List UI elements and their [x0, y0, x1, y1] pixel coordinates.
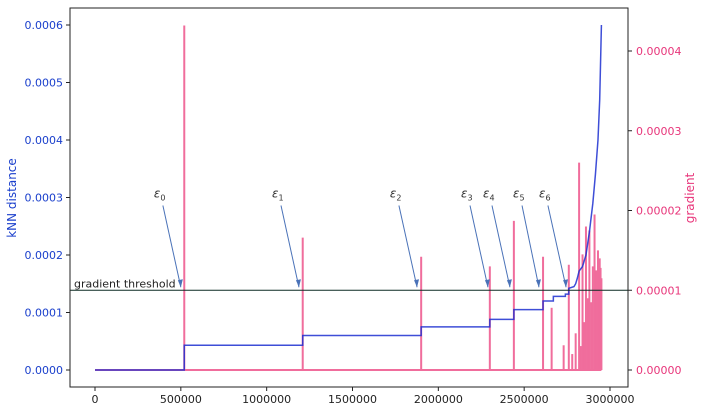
- annotation-arrowhead-6: [563, 279, 569, 288]
- x-tick-label: 2000000: [414, 393, 463, 406]
- annotation-arrowhead-2: [414, 279, 420, 288]
- y-left-tick-label: 0.0005: [25, 77, 64, 90]
- y-left-axis-label: kNN distance: [5, 158, 19, 238]
- y-right-tick-label: 0.00001: [636, 284, 682, 297]
- annotation-arrow-4: [491, 205, 511, 288]
- annotation-arrow-0: [162, 205, 182, 288]
- annotation-arrow-1: [280, 205, 300, 288]
- x-tick-label: 3000000: [586, 393, 635, 406]
- annotation-arrow-6: [547, 205, 567, 288]
- annotation-arrow-2: [398, 205, 418, 288]
- y-right-tick-label: 0.00003: [636, 125, 682, 138]
- annotation-arrow-3: [469, 205, 489, 288]
- y-right-tick-label: 0.00002: [636, 205, 682, 218]
- x-tick-label: 2500000: [500, 393, 549, 406]
- threshold-label: gradient threshold: [74, 277, 176, 290]
- annotation-arrowhead-0: [177, 279, 183, 288]
- annotation-label-0: ε0: [154, 187, 166, 203]
- x-tick-label: 1000000: [242, 393, 291, 406]
- y-right-tick-label: 0.00000: [636, 364, 682, 377]
- annotation-label-6: ε6: [539, 187, 551, 203]
- x-tick-label: 1500000: [328, 393, 377, 406]
- annotation-arrow-5: [521, 205, 540, 288]
- annotation-label-2: ε2: [390, 187, 402, 203]
- annotation-label-1: ε1: [272, 187, 284, 203]
- annotation-arrowhead-4: [506, 279, 512, 288]
- y-right-axis-label: gradient: [683, 172, 697, 223]
- y-left-tick-label: 0.0003: [25, 192, 64, 205]
- y-left-tick-label: 0.0004: [25, 134, 64, 147]
- y-right-tick-label: 0.00004: [636, 45, 682, 58]
- y-left-tick-label: 0.0006: [25, 19, 64, 32]
- annotation-arrowhead-1: [295, 279, 301, 288]
- annotation-label-4: ε4: [483, 187, 495, 203]
- annotation-arrowhead-3: [484, 279, 490, 288]
- knn-line: [95, 24, 603, 371]
- x-tick-label: 500000: [160, 393, 202, 406]
- y-left-tick-label: 0.0000: [25, 364, 64, 377]
- annotation-arrowhead-5: [535, 279, 541, 288]
- y-left-tick-label: 0.0001: [25, 307, 64, 320]
- annotation-label-3: ε3: [461, 187, 473, 203]
- annotation-label-5: ε5: [513, 187, 525, 203]
- x-tick-label: 0: [92, 393, 99, 406]
- y-left-tick-label: 0.0002: [25, 249, 64, 262]
